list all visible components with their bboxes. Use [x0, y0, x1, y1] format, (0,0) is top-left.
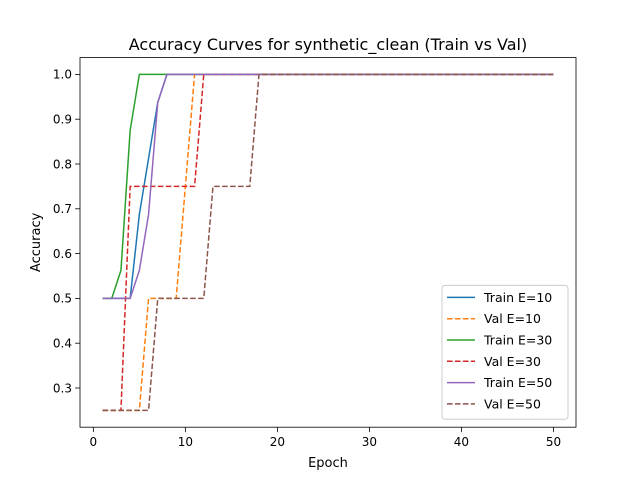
y-tick-label: 0.5 [53, 292, 72, 306]
plot-frame [79, 57, 577, 428]
plot-area [102, 73, 554, 412]
legend-label: Val E=10 [484, 311, 541, 326]
x-tick-label: 10 [178, 435, 193, 449]
legend: Train E=10 Val E=10 Train E=30 Val E=30 Trai… [441, 284, 569, 420]
y-axis-label: Accuracy [29, 212, 44, 272]
y-tick-label: 0.7 [53, 202, 72, 216]
y-tick-label: 0.3 [53, 381, 72, 395]
legend-label: Train E=10 [483, 290, 552, 305]
y-tick-label: 1.0 [53, 68, 72, 82]
legend-label: Val E=50 [484, 396, 541, 411]
legend-label: Train E=30 [483, 333, 552, 348]
x-tick-label: 30 [362, 435, 377, 449]
y-tick-label: 0.9 [53, 113, 72, 127]
x-tick-label: 40 [454, 435, 469, 449]
legend-label: Train E=50 [483, 375, 552, 390]
x-axis-ticks: 0 10 20 30 40 50 [90, 427, 561, 449]
x-axis-label: Epoch [308, 456, 348, 471]
series-line-6 [102, 73, 554, 412]
y-tick-label: 0.8 [53, 157, 72, 171]
y-tick-label: 0.6 [53, 247, 72, 261]
x-tick-label: 20 [270, 435, 285, 449]
x-tick-label: 50 [546, 435, 561, 449]
y-axis-ticks: 0.3 0.4 0.5 0.6 0.7 0.8 0.9 1.0 [53, 68, 80, 395]
series-line-5 [102, 73, 554, 300]
y-tick-label: 0.4 [53, 337, 72, 351]
x-tick-label: 0 [90, 435, 98, 449]
chart-title: Accuracy Curves for synthetic_clean (Tra… [129, 35, 527, 55]
legend-label: Val E=30 [484, 354, 541, 369]
